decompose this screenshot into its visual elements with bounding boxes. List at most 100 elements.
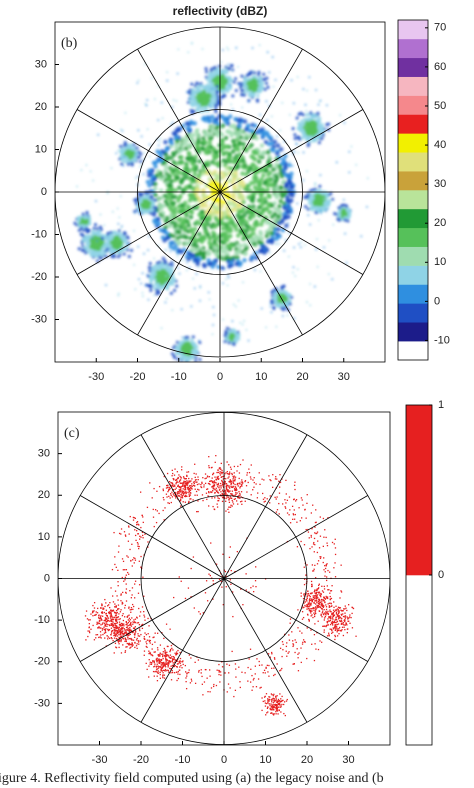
echo-speckle	[207, 291, 210, 294]
colorbar-segment	[398, 133, 428, 153]
echo-speckle	[207, 261, 213, 267]
echo-speckle	[182, 259, 185, 261]
echo-speckle	[235, 46, 238, 49]
echo-speckle	[317, 103, 320, 106]
echo-speckle	[219, 89, 224, 94]
colorbar-tick-label: 40	[434, 139, 446, 151]
echo-speckle	[131, 150, 136, 155]
echo-speckle	[284, 223, 289, 228]
echo-speckle	[243, 251, 248, 256]
echo-speckle	[106, 241, 110, 245]
echo-speckle	[304, 244, 306, 246]
echo-speckle	[133, 263, 135, 266]
echo-speckle	[212, 324, 214, 326]
echo-speckle	[270, 115, 273, 118]
echo-speckle	[250, 83, 254, 87]
echo-speckle	[171, 168, 177, 173]
echo-speckle	[210, 114, 215, 120]
echo-speckle	[263, 139, 269, 145]
colorbar-tick-label: -10	[434, 334, 450, 346]
echo-speckle	[317, 124, 321, 129]
echo-speckle	[83, 245, 87, 249]
x-tick-label: -20	[130, 371, 146, 383]
echo-speckle	[259, 198, 264, 204]
echo-speckle	[196, 90, 199, 93]
echo-speckle	[279, 129, 282, 132]
echo-speckle	[345, 261, 348, 264]
echo-speckle	[192, 172, 198, 177]
echo-speckle	[304, 135, 308, 139]
echo-speckle	[147, 205, 151, 209]
echo-speckle	[195, 345, 199, 349]
echo-speckle	[320, 212, 322, 215]
echo-speckle	[182, 217, 187, 222]
echo-speckle	[195, 350, 199, 354]
echo-speckle	[272, 211, 278, 217]
echo-speckle	[323, 197, 325, 200]
echo-speckle	[201, 48, 204, 50]
echo-speckle	[166, 71, 168, 74]
echo-speckle	[152, 205, 157, 210]
echo-speckle	[232, 303, 235, 306]
echo-speckle	[242, 258, 247, 263]
echo-speckle	[188, 214, 194, 220]
echo-speckle	[155, 159, 160, 164]
echo-speckle	[266, 202, 271, 207]
echo-speckle	[205, 85, 209, 89]
echo-speckle	[194, 129, 199, 135]
echo-speckle	[318, 100, 321, 103]
echo-speckle	[220, 123, 226, 128]
echo-speckle	[227, 274, 229, 277]
echo-speckle	[139, 159, 143, 164]
echo-speckle	[181, 207, 187, 212]
echo-speckle	[161, 263, 165, 268]
echo-speckle	[177, 267, 180, 269]
echo-speckle	[165, 275, 167, 278]
echo-speckle	[244, 172, 249, 177]
echo-speckle	[209, 72, 213, 76]
echo-speckle	[269, 214, 275, 220]
echo-speckle	[251, 94, 256, 98]
echo-speckle	[229, 260, 234, 265]
echo-speckle	[306, 193, 309, 196]
echo-speckle	[186, 143, 192, 148]
echo-speckle	[99, 243, 103, 247]
echo-speckle	[150, 195, 154, 199]
echo-speckle	[282, 284, 286, 289]
echo-speckle	[159, 158, 164, 163]
echo-speckle	[184, 341, 188, 346]
colorbar-segment	[398, 171, 428, 191]
echo-speckle	[295, 116, 299, 120]
echo-speckle	[207, 240, 212, 245]
echo-speckle	[271, 167, 276, 172]
echo-speckle	[224, 159, 229, 164]
echo-speckle	[263, 180, 268, 185]
echo-speckle	[189, 155, 195, 160]
echo-speckle	[302, 88, 305, 91]
echo-speckle	[264, 189, 269, 194]
echo-speckle	[227, 48, 230, 51]
y-tick-label: 0	[41, 186, 47, 198]
echo-speckle	[200, 171, 206, 176]
panel-label: (b)	[61, 36, 78, 51]
echo-speckle	[315, 114, 319, 118]
echo-speckle	[205, 232, 211, 237]
echo-speckle	[165, 235, 170, 241]
echo-speckle	[260, 133, 266, 139]
echo-speckle	[167, 184, 172, 189]
echo-speckle	[348, 171, 351, 174]
echo-speckle	[207, 92, 211, 96]
echo-speckle	[288, 293, 292, 297]
echo-speckle	[300, 241, 303, 244]
echo-speckle	[246, 123, 251, 128]
echo-speckle	[278, 185, 283, 190]
echo-speckle	[259, 222, 264, 227]
echo-speckle	[238, 243, 243, 249]
echo-speckle	[189, 229, 194, 234]
echo-speckle	[260, 218, 265, 224]
echo-speckle	[142, 205, 146, 209]
echo-speckle	[166, 223, 172, 228]
echo-speckle	[227, 66, 231, 71]
echo-speckle	[160, 270, 164, 275]
echo-speckle	[204, 99, 208, 103]
